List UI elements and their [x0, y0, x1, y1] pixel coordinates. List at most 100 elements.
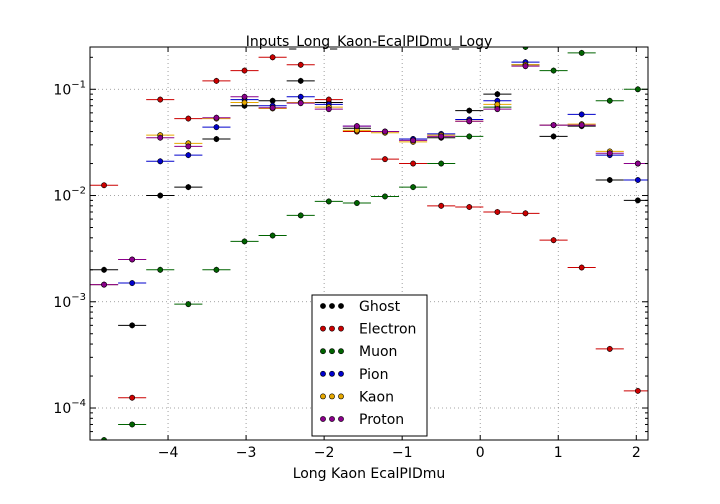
- data-point: [297, 212, 304, 219]
- legend-marker: [320, 348, 326, 355]
- series-muon: [90, 47, 648, 440]
- legend-label: Pion: [359, 367, 388, 383]
- data-point: [185, 184, 192, 191]
- data-point: [438, 160, 445, 167]
- data-point: [269, 97, 276, 104]
- x-tick-label: 2: [632, 445, 641, 461]
- legend-entry-pion: Pion: [320, 367, 388, 383]
- data-point: [269, 104, 276, 111]
- data-point: [325, 96, 332, 103]
- data-point: [634, 387, 641, 394]
- legend-label: Ghost: [359, 299, 401, 315]
- data-point: [494, 106, 501, 113]
- data-point: [241, 67, 248, 74]
- data-point: [382, 128, 388, 135]
- data-point: [101, 281, 107, 288]
- legend-marker: [320, 416, 326, 422]
- data-point: [101, 182, 107, 189]
- data-point: [634, 160, 641, 167]
- data-point: [354, 123, 360, 130]
- data-point: [410, 184, 416, 191]
- legend-marker: [338, 393, 344, 400]
- data-point: [241, 99, 248, 106]
- x-axis-label: Long Kaon EcalPIDmu: [293, 466, 446, 482]
- data-point: [494, 91, 501, 98]
- data-point: [185, 301, 192, 308]
- data-point: [606, 346, 613, 352]
- data-point: [157, 192, 164, 199]
- x-tick-label: −3: [236, 445, 257, 461]
- data-point: [410, 137, 416, 144]
- data-point: [129, 421, 136, 428]
- data-point: [550, 133, 557, 140]
- x-tick-label: −4: [158, 445, 179, 461]
- plot-frame: [89, 46, 649, 441]
- data-point: [297, 61, 304, 68]
- data-point: [185, 143, 192, 150]
- data-point: [438, 133, 445, 140]
- data-point: [606, 97, 613, 104]
- data-point: [297, 93, 304, 100]
- data-point: [297, 77, 304, 84]
- legend-marker: [329, 303, 335, 309]
- legend: Ghost Electron Muon Pion Kaon Proton: [311, 294, 428, 437]
- legend-entry-ghost: Ghost: [320, 299, 401, 315]
- data-point: [213, 114, 220, 121]
- data-point: [578, 122, 585, 129]
- data-point: [606, 177, 613, 183]
- data-point: [213, 266, 220, 273]
- data-point: [269, 54, 276, 61]
- x-tick-label: 0: [476, 445, 485, 461]
- legend-entry-muon: Muon: [320, 344, 397, 360]
- legend-entry-proton: Proton: [320, 412, 404, 428]
- y-tick-label: 10−3: [53, 292, 86, 311]
- data-point: [325, 198, 332, 205]
- legend-marker: [338, 416, 344, 422]
- x-tick-label: −1: [392, 445, 413, 461]
- legend-entry-electron: Electron: [320, 322, 416, 338]
- legend-marker: [329, 370, 335, 377]
- data-point: [494, 209, 501, 215]
- data-point: [101, 266, 107, 273]
- legend-marker: [338, 370, 344, 377]
- legend-marker: [320, 393, 326, 400]
- axis-ticks: −4 −3 −2 −1 0 1 2 10−4 10−3 10−2 10−1: [53, 47, 648, 461]
- x-tick-label: 1: [554, 445, 563, 461]
- data-point: [129, 280, 136, 286]
- data-point: [550, 122, 557, 129]
- data-point: [438, 202, 445, 209]
- chart-title: Inputs_Long_Kaon-EcalPIDmu_Logy: [246, 34, 493, 50]
- legend-label: Electron: [359, 322, 416, 338]
- data-point: [269, 232, 276, 239]
- legend-marker: [338, 348, 344, 355]
- data-point: [634, 177, 641, 183]
- data-point: [157, 134, 164, 141]
- legend-label: Kaon: [359, 389, 394, 405]
- data-point: [325, 106, 332, 113]
- data-point: [522, 210, 529, 217]
- legend-label: Muon: [359, 344, 397, 360]
- data-point: [213, 124, 220, 131]
- legend-marker: [338, 303, 344, 309]
- legend-marker: [329, 393, 335, 400]
- data-point: [382, 156, 388, 163]
- data-point: [578, 49, 585, 56]
- data-point: [606, 150, 613, 157]
- legend-label: Proton: [359, 412, 404, 428]
- data-point: [213, 136, 220, 142]
- data-point: [129, 256, 136, 263]
- legend-marker: [329, 348, 335, 355]
- data-point: [354, 200, 360, 206]
- data-series: [90, 47, 648, 440]
- data-point: [466, 118, 473, 125]
- series-proton: [90, 63, 648, 288]
- legend-entry-kaon: Kaon: [320, 389, 394, 405]
- data-point: [157, 266, 164, 273]
- data-point: [410, 160, 416, 167]
- data-point: [382, 193, 388, 200]
- data-point: [578, 111, 585, 118]
- data-point: [129, 394, 136, 401]
- data-point: [466, 204, 473, 210]
- data-point: [634, 197, 641, 204]
